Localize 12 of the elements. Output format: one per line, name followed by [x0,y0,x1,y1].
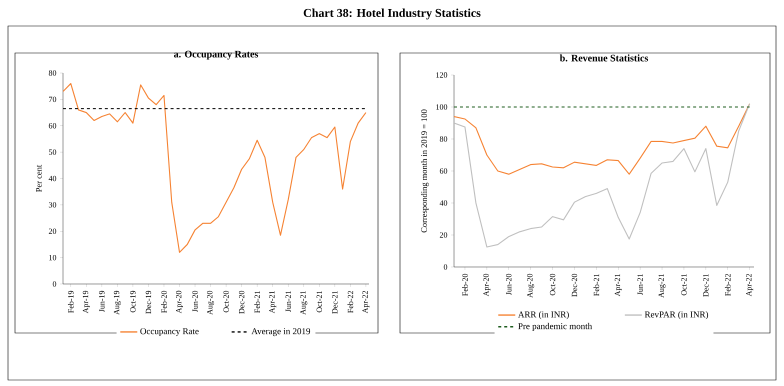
legend-label: RevPAR (in INR) [644,311,708,320]
line-series [454,103,750,248]
text: Chart 38: Hotel Industry Statistics [304,8,481,20]
legend-label: ARR (in INR) [518,311,569,320]
y-axis-title: Per cent [36,164,42,192]
legend-label: Average in 2019 [251,328,310,336]
legend-label: Pre pandemic month [518,322,592,332]
y-axis-title: Corresponding month in 2019 = 100 [420,110,429,232]
chart-title: b. Revenue Statistics [560,54,648,62]
line-series [63,83,366,253]
chart-title: a. Occupancy Rates [174,50,258,60]
legend-label: Occupancy Rate [140,328,199,336]
